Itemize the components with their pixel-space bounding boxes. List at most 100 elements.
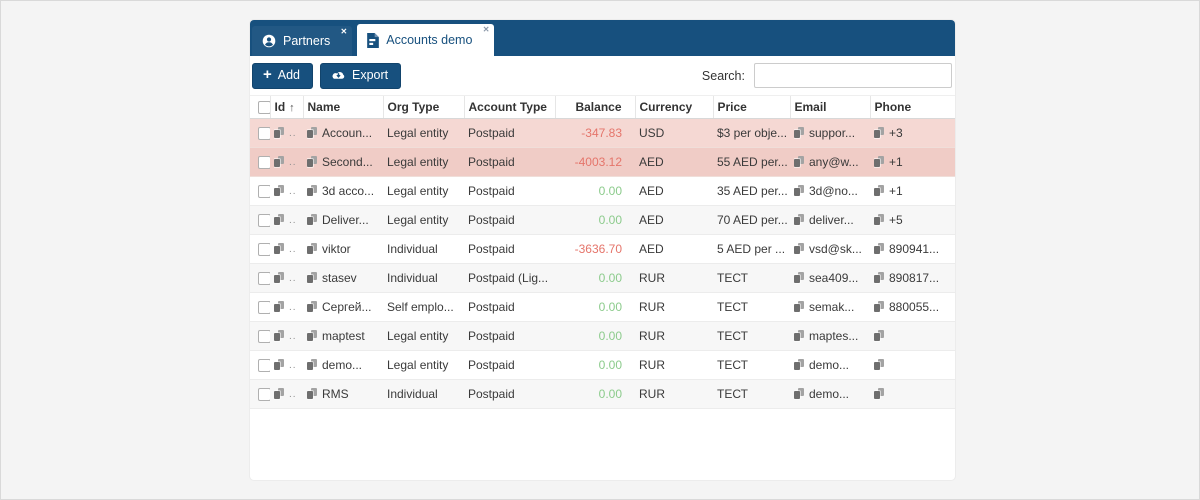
table-row[interactable]: .. maptest Legal entity Postpaid 0.00 RU… xyxy=(250,322,955,351)
email-cell: semak... xyxy=(790,293,870,322)
tab-bar: Partners ✕ Accounts demo ✕ xyxy=(250,20,955,56)
balance-cell: -3636.70 xyxy=(555,235,635,264)
table-row[interactable]: .. 3d acco... Legal entity Postpaid 0.00… xyxy=(250,177,955,206)
copy-phone-icon[interactable] xyxy=(874,301,884,313)
name-cell: Сергей... xyxy=(303,293,383,322)
copy-name-icon[interactable] xyxy=(307,214,317,226)
copy-name-icon[interactable] xyxy=(307,156,317,168)
copy-email-icon[interactable] xyxy=(794,359,804,371)
account-type-cell: Postpaid xyxy=(464,206,555,235)
copy-id-icon[interactable] xyxy=(274,330,284,342)
currency-cell: RUR xyxy=(635,293,713,322)
select-cell xyxy=(250,177,270,206)
header-select xyxy=(250,96,270,119)
close-icon[interactable]: ✕ xyxy=(341,28,348,36)
row-checkbox[interactable] xyxy=(258,214,270,227)
export-button[interactable]: Export xyxy=(320,63,401,89)
row-checkbox[interactable] xyxy=(258,272,270,285)
copy-email-icon[interactable] xyxy=(794,243,804,255)
header-org-type[interactable]: Org Type xyxy=(383,96,464,119)
row-checkbox[interactable] xyxy=(258,243,270,256)
search-input[interactable] xyxy=(754,63,952,88)
copy-name-icon[interactable] xyxy=(307,301,317,313)
header-price[interactable]: Price xyxy=(713,96,790,119)
row-checkbox[interactable] xyxy=(258,388,270,401)
row-checkbox[interactable] xyxy=(258,301,270,314)
table-row[interactable]: .. stasev Individual Postpaid (Lig... 0.… xyxy=(250,264,955,293)
add-button[interactable]: + Add xyxy=(252,63,313,89)
email-cell: sea409... xyxy=(790,264,870,293)
currency-cell: AED xyxy=(635,206,713,235)
account-type-cell: Postpaid xyxy=(464,148,555,177)
copy-phone-icon[interactable] xyxy=(874,156,884,168)
header-email[interactable]: Email xyxy=(790,96,870,119)
copy-email-icon[interactable] xyxy=(794,272,804,284)
tab-partners[interactable]: Partners ✕ xyxy=(252,26,352,56)
table-row[interactable]: .. demo... Legal entity Postpaid 0.00 RU… xyxy=(250,351,955,380)
copy-phone-icon[interactable] xyxy=(874,214,884,226)
copy-phone-icon[interactable] xyxy=(874,243,884,255)
header-balance[interactable]: Balance xyxy=(555,96,635,119)
copy-id-icon[interactable] xyxy=(274,301,284,313)
account-type-cell: Postpaid xyxy=(464,177,555,206)
account-type-cell: Postpaid xyxy=(464,235,555,264)
copy-id-icon[interactable] xyxy=(274,388,284,400)
select-all-checkbox[interactable] xyxy=(258,101,270,114)
copy-name-icon[interactable] xyxy=(307,388,317,400)
header-name[interactable]: Name xyxy=(303,96,383,119)
row-checkbox[interactable] xyxy=(258,330,270,343)
table-row[interactable]: .. RMS Individual Postpaid 0.00 RUR ТЕСТ… xyxy=(250,380,955,409)
account-type-cell: Postpaid xyxy=(464,322,555,351)
copy-id-icon[interactable] xyxy=(274,156,284,168)
balance-cell: 0.00 xyxy=(555,351,635,380)
user-circle-icon xyxy=(262,34,276,48)
export-button-label: Export xyxy=(352,68,388,82)
copy-email-icon[interactable] xyxy=(794,156,804,168)
copy-name-icon[interactable] xyxy=(307,243,317,255)
copy-email-icon[interactable] xyxy=(794,127,804,139)
copy-name-icon[interactable] xyxy=(307,185,317,197)
copy-email-icon[interactable] xyxy=(794,301,804,313)
header-id[interactable]: Id↑ xyxy=(270,96,303,119)
row-checkbox[interactable] xyxy=(258,156,270,169)
copy-id-icon[interactable] xyxy=(274,272,284,284)
copy-email-icon[interactable] xyxy=(794,185,804,197)
balance-cell: 0.00 xyxy=(555,293,635,322)
row-checkbox[interactable] xyxy=(258,359,270,372)
copy-phone-icon[interactable] xyxy=(874,127,884,139)
copy-name-icon[interactable] xyxy=(307,272,317,284)
copy-id-icon[interactable] xyxy=(274,214,284,226)
row-checkbox[interactable] xyxy=(258,127,270,140)
table-row[interactable]: .. Accoun... Legal entity Postpaid -347.… xyxy=(250,119,955,148)
header-account-type[interactable]: Account Type xyxy=(464,96,555,119)
copy-id-icon[interactable] xyxy=(274,185,284,197)
tab-accounts-demo[interactable]: Accounts demo ✕ xyxy=(357,24,494,56)
copy-name-icon[interactable] xyxy=(307,127,317,139)
table-row[interactable]: .. Сергей... Self emplo... Postpaid 0.00… xyxy=(250,293,955,322)
header-currency[interactable]: Currency xyxy=(635,96,713,119)
copy-phone-icon[interactable] xyxy=(874,330,884,342)
table-row[interactable]: .. Deliver... Legal entity Postpaid 0.00… xyxy=(250,206,955,235)
search-label: Search: xyxy=(702,69,745,83)
table-row[interactable]: .. Second... Legal entity Postpaid -4003… xyxy=(250,148,955,177)
copy-email-icon[interactable] xyxy=(794,214,804,226)
row-checkbox[interactable] xyxy=(258,185,270,198)
copy-name-icon[interactable] xyxy=(307,330,317,342)
price-cell: $3 per obje... xyxy=(713,119,790,148)
header-phone[interactable]: Phone xyxy=(870,96,955,119)
copy-id-icon[interactable] xyxy=(274,243,284,255)
copy-phone-icon[interactable] xyxy=(874,185,884,197)
close-icon[interactable]: ✕ xyxy=(483,26,490,34)
copy-phone-icon[interactable] xyxy=(874,388,884,400)
copy-id-icon[interactable] xyxy=(274,359,284,371)
copy-phone-icon[interactable] xyxy=(874,359,884,371)
copy-email-icon[interactable] xyxy=(794,330,804,342)
copy-name-icon[interactable] xyxy=(307,359,317,371)
copy-id-icon[interactable] xyxy=(274,127,284,139)
table-body: .. Accoun... Legal entity Postpaid -347.… xyxy=(250,119,955,409)
currency-cell: RUR xyxy=(635,351,713,380)
copy-phone-icon[interactable] xyxy=(874,272,884,284)
table-row[interactable]: .. viktor Individual Postpaid -3636.70 A… xyxy=(250,235,955,264)
id-cell: .. xyxy=(270,148,303,177)
copy-email-icon[interactable] xyxy=(794,388,804,400)
